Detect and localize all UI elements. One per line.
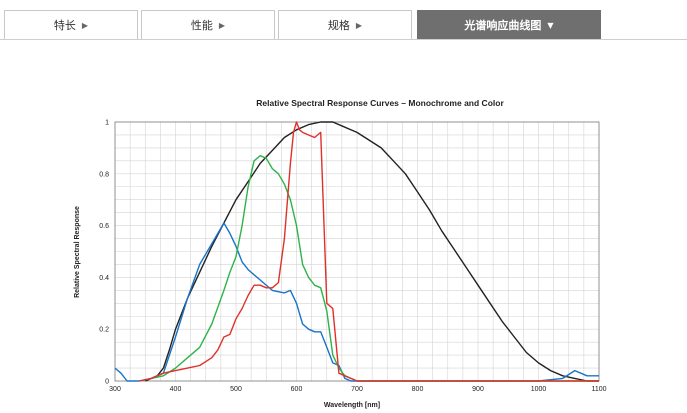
x-tick-label: 500 [230, 386, 242, 393]
tab-bar-divider [0, 39, 687, 40]
tab-features[interactable]: 特长 ▶ [4, 10, 138, 39]
spectral-response-chart: Relative Spectral Response Curves – Mono… [74, 98, 607, 409]
chevron-right-icon: ▶ [81, 20, 89, 30]
x-tick-label: 800 [412, 386, 424, 393]
series-line-2 [139, 154, 599, 382]
y-tick-label: 0.6 [99, 223, 109, 230]
chart-grid [115, 122, 599, 381]
chart-series [114, 121, 599, 382]
x-tick-label: 900 [472, 386, 484, 393]
series-line-0 [145, 121, 599, 382]
chart-ticks: 300 400 500 600 700 800 900 1000 1100 0 0.2 0.4 0.6 0… [99, 120, 606, 394]
x-tick-label: 1000 [531, 386, 547, 393]
y-axis-label: Relative Spectral Response [74, 206, 81, 298]
x-tick-label: 300 [109, 386, 121, 393]
chevron-down-icon: ▼ [547, 20, 554, 30]
y-tick-label: 0.4 [99, 275, 109, 282]
chevron-right-icon: ▶ [355, 20, 363, 30]
tab-features-label: 特长 [53, 19, 76, 32]
y-tick-label: 0.8 [99, 171, 109, 178]
chart-title: Relative Spectral Response Curves – Mono… [256, 98, 504, 108]
tab-bar: 特长 ▶ 性能 ▶ 规格 ▶ 光谱响应曲线图 ▼ [0, 0, 687, 40]
y-tick-label: 0 [105, 379, 109, 386]
tab-specifications[interactable]: 规格 ▶ [278, 10, 412, 39]
x-tick-label: 600 [291, 386, 303, 393]
y-tick-label: 0.2 [99, 327, 109, 334]
x-tick-label: 1100 [591, 386, 606, 393]
tab-performance-label: 性能 [190, 19, 213, 32]
y-tick-label: 1 [105, 120, 109, 127]
x-tick-label: 700 [351, 386, 363, 393]
tab-performance[interactable]: 性能 ▶ [141, 10, 275, 39]
tab-specifications-label: 规格 [327, 19, 350, 32]
x-tick-label: 400 [170, 386, 182, 393]
x-axis-label: Wavelength [nm] [324, 402, 380, 409]
tab-spectral-response-label: 光谱响应曲线图 [464, 19, 542, 32]
series-line-3 [139, 121, 599, 382]
tab-spectral-response[interactable]: 光谱响应曲线图 ▼ [417, 10, 601, 39]
chevron-right-icon: ▶ [218, 20, 226, 30]
